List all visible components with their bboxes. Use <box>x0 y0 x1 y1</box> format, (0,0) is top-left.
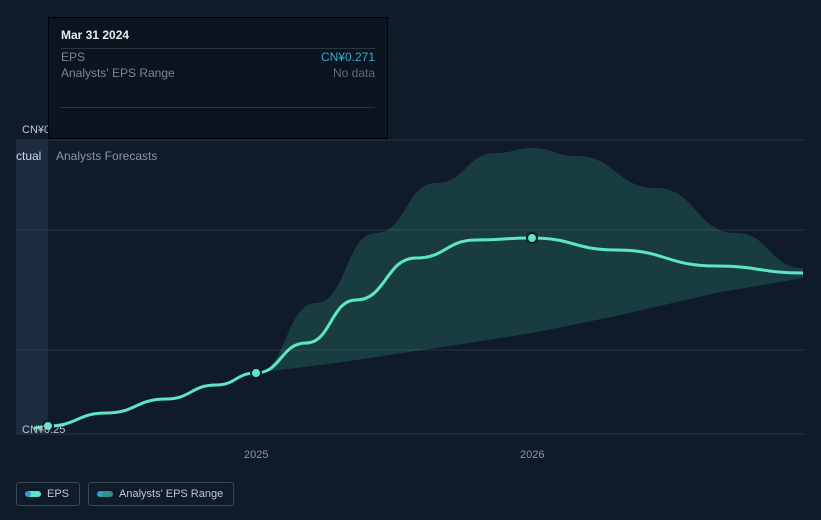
legend-item-range[interactable]: Analysts' EPS Range <box>88 482 234 506</box>
legend-label: Analysts' EPS Range <box>119 488 223 500</box>
tooltip-row-value: No data <box>333 66 375 80</box>
y-axis-label-lower: CN¥0.25 <box>22 424 65 436</box>
x-axis-label-2026: 2026 <box>520 449 544 461</box>
tooltip-title: Mar 31 2024 <box>61 28 375 42</box>
chart-container: Mar 31 2024 EPS CN¥0.271 Analysts' EPS R… <box>0 0 821 520</box>
chart-svg <box>16 128 805 448</box>
chart-area[interactable]: CN¥0.75 CN¥0.25 ctual Analysts Forecasts… <box>16 128 805 448</box>
legend-swatch-range <box>99 491 113 497</box>
x-axis-label-2025: 2025 <box>244 449 268 461</box>
tooltip-row-label: Analysts' EPS Range <box>61 66 175 80</box>
tooltip-row-label: EPS <box>61 50 85 64</box>
analysts-range-area <box>256 148 803 373</box>
tooltip-box: Mar 31 2024 EPS CN¥0.271 Analysts' EPS R… <box>48 17 388 139</box>
forecast-label: Analysts Forecasts <box>56 149 157 163</box>
tooltip-footer-divider <box>61 107 375 108</box>
tooltip-row-eps: EPS CN¥0.271 <box>61 49 375 65</box>
legend-item-eps[interactable]: EPS <box>16 482 80 506</box>
eps-marker[interactable] <box>251 368 261 378</box>
legend-swatch-eps <box>27 491 41 497</box>
eps-marker[interactable] <box>527 233 537 243</box>
legend-label: EPS <box>47 488 69 500</box>
tooltip-row-range: Analysts' EPS Range No data <box>61 65 375 81</box>
legend: EPS Analysts' EPS Range <box>16 482 234 506</box>
tooltip-row-value: CN¥0.271 <box>321 50 375 64</box>
actual-label: ctual <box>16 149 41 163</box>
